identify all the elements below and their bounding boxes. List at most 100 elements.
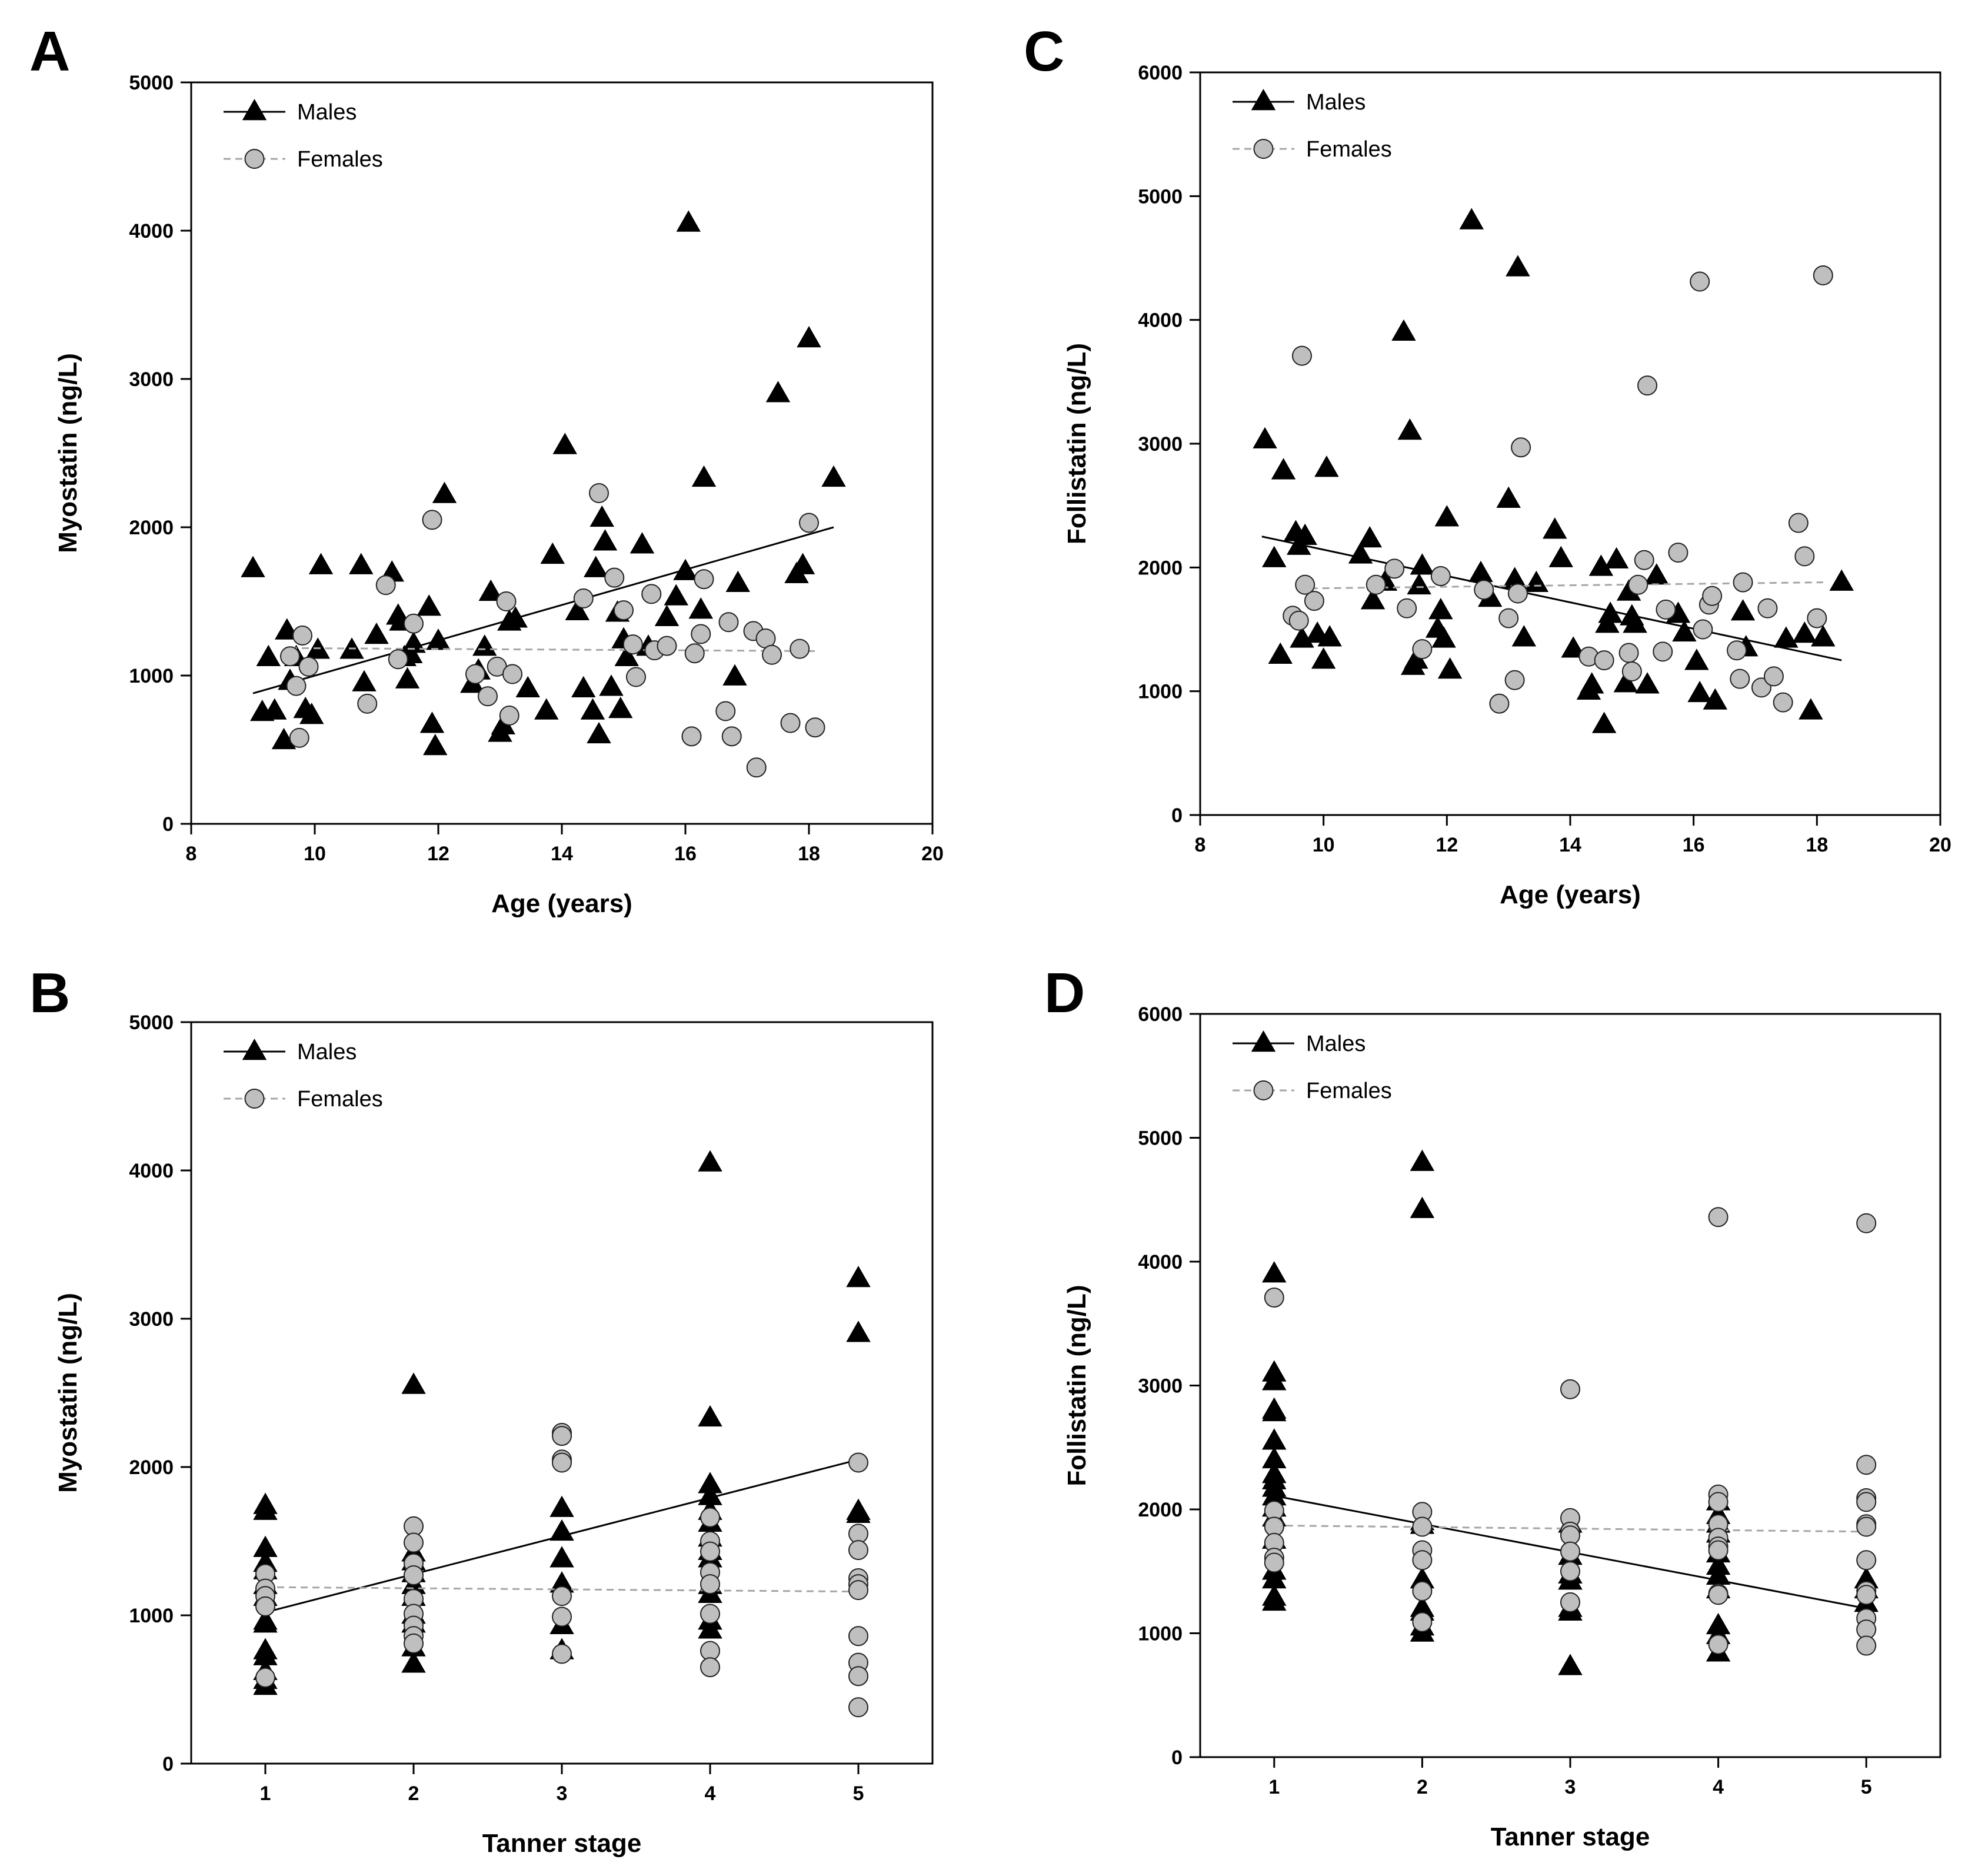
legend-marker-male xyxy=(242,99,267,121)
data-point-male xyxy=(1262,545,1287,567)
legend: Males Females xyxy=(1233,1030,1392,1103)
data-point-male xyxy=(1262,1399,1287,1422)
series-females xyxy=(1264,1207,1877,1656)
data-point-female xyxy=(499,706,519,726)
data-point-male xyxy=(1811,625,1836,647)
data-point-female xyxy=(718,612,739,633)
x-tick-label: 16 xyxy=(1683,834,1705,856)
panel-letter: D xyxy=(1044,962,1085,1025)
data-point-male xyxy=(1496,486,1521,508)
data-point-male xyxy=(1431,626,1456,648)
data-point-male xyxy=(1437,657,1463,679)
data-point-male xyxy=(725,570,750,593)
data-point-female xyxy=(848,1626,868,1647)
legend: Males Females xyxy=(224,99,383,172)
data-point-female xyxy=(1560,1379,1580,1399)
data-point-male xyxy=(401,631,426,653)
data-point-female xyxy=(1291,345,1312,366)
y-tick-label: 6000 xyxy=(1138,1003,1183,1026)
data-point-male xyxy=(698,1150,722,1172)
data-point-female xyxy=(1507,583,1528,604)
data-point-female xyxy=(1856,1492,1877,1512)
y-tick-label: 5000 xyxy=(129,72,174,94)
data-point-female xyxy=(404,613,424,634)
y-tick-label: 5000 xyxy=(129,1012,174,1034)
data-point-female xyxy=(589,483,609,504)
legend: Males Females xyxy=(224,1039,383,1112)
data-point-female xyxy=(552,1586,572,1606)
legend-label-females: Females xyxy=(1306,137,1392,162)
data-point-female xyxy=(848,1540,868,1561)
data-point-female xyxy=(805,717,825,738)
data-point-male xyxy=(821,465,846,487)
data-point-male xyxy=(1774,626,1799,648)
data-point-male xyxy=(1730,599,1756,621)
data-point-male xyxy=(1579,672,1604,694)
data-point-female xyxy=(691,624,711,644)
data-point-female xyxy=(1264,1552,1284,1573)
data-point-female xyxy=(1412,1612,1433,1632)
data-point-female xyxy=(700,1507,720,1528)
data-point-female xyxy=(289,727,309,748)
legend-label-males: Males xyxy=(297,1040,357,1065)
data-point-female xyxy=(1813,265,1833,285)
data-point-male xyxy=(503,606,528,628)
data-point-female xyxy=(1634,550,1654,570)
data-point-female xyxy=(1384,558,1405,579)
y-tick-label: 5000 xyxy=(1138,1127,1183,1150)
x-tick-label: 1 xyxy=(260,1782,271,1805)
data-point-female xyxy=(1621,661,1642,682)
data-point-male xyxy=(1635,672,1660,694)
data-point-male xyxy=(1524,570,1549,592)
data-point-male xyxy=(846,1320,871,1342)
data-point-male xyxy=(472,634,497,656)
data-point-female xyxy=(1856,1585,1877,1605)
data-point-female xyxy=(1637,375,1658,396)
fit-line-males xyxy=(1261,535,1842,661)
x-tick-label: 16 xyxy=(674,843,697,865)
y-tick-label: 5000 xyxy=(1138,185,1183,208)
data-point-female xyxy=(1295,574,1315,595)
data-point-male xyxy=(1407,573,1431,595)
data-point-male xyxy=(673,558,698,580)
data-point-female xyxy=(1365,574,1386,595)
data-point-male xyxy=(1268,642,1293,664)
data-point-female xyxy=(694,569,714,590)
y-tick-label: 0 xyxy=(1171,1747,1183,1769)
data-point-male xyxy=(599,674,624,696)
x-tick-label: 12 xyxy=(427,843,449,865)
data-point-male xyxy=(1410,1149,1435,1171)
data-point-female xyxy=(626,667,646,687)
data-point-male xyxy=(584,556,608,577)
data-point-male xyxy=(676,210,701,232)
data-point-female xyxy=(848,1666,868,1687)
data-point-male xyxy=(1397,418,1423,440)
data-point-male xyxy=(688,597,713,619)
series-males xyxy=(1253,208,1854,733)
y-tick-label: 6000 xyxy=(1138,62,1183,84)
data-point-male xyxy=(1410,553,1435,575)
data-point-male xyxy=(1360,588,1386,610)
panel-c: C 8 10 12 14 16 18 20 0 1000 2000 3000 4000 5000 6000 A… xyxy=(1024,20,1951,909)
data-point-male xyxy=(1543,517,1567,539)
data-point-female xyxy=(1856,1516,1877,1537)
data-point-male xyxy=(1428,597,1453,620)
legend-label-females: Females xyxy=(1306,1079,1392,1103)
y-tick-label: 1000 xyxy=(129,1605,174,1627)
x-axis-title: Age (years) xyxy=(491,889,632,918)
y-tick-label: 3000 xyxy=(129,1308,174,1331)
data-point-male xyxy=(797,325,821,348)
data-point-male xyxy=(478,579,503,601)
data-point-male xyxy=(1293,523,1317,545)
legend-marker-male xyxy=(1251,1030,1276,1052)
data-point-male xyxy=(515,676,540,697)
data-point-male xyxy=(590,505,614,527)
legend-label-males: Males xyxy=(1306,1032,1365,1056)
data-point-male xyxy=(549,1495,574,1517)
data-point-female xyxy=(1708,1540,1728,1561)
data-point-male xyxy=(1391,319,1416,341)
y-tick-label: 2000 xyxy=(1138,557,1183,579)
data-point-male xyxy=(1548,545,1573,567)
data-point-male xyxy=(1348,542,1373,564)
data-point-female xyxy=(1594,650,1614,671)
